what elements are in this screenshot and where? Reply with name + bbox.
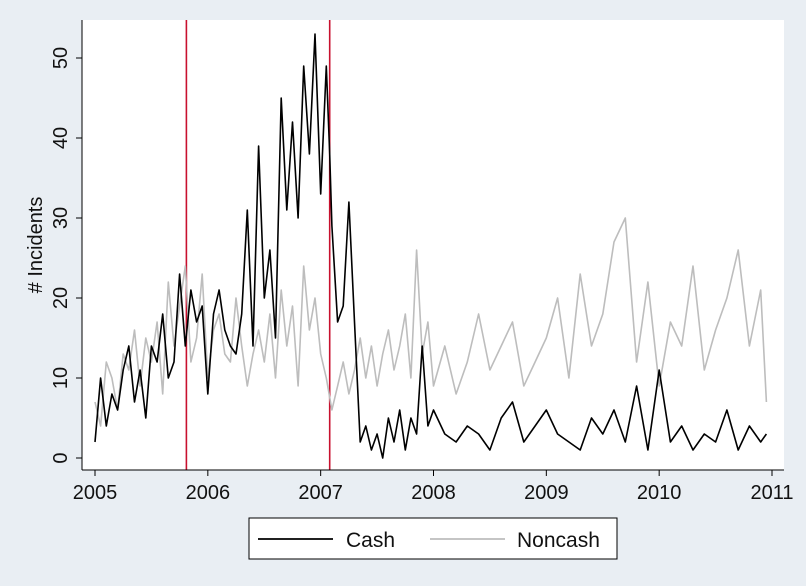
axes: 0 10 20 30 40 50 2005 2006 2007 2008 2009 2010 2011 <box>50 20 794 504</box>
x-tick-label: 2010 <box>637 482 682 504</box>
series-line-cash <box>94 33 768 459</box>
y-tick-label: 0 <box>50 452 72 463</box>
y-tick-label: 50 <box>50 47 72 69</box>
series-line-noncash <box>94 217 768 427</box>
x-tick-label: 2007 <box>298 482 343 504</box>
y-tick-label: 10 <box>50 367 72 389</box>
legend-label-noncash: Noncash <box>517 529 600 552</box>
x-tick-label: 2011 <box>750 482 793 504</box>
y-tick-label: 20 <box>50 287 72 309</box>
plot-area <box>82 20 784 470</box>
x-tick-label: 2008 <box>411 482 456 504</box>
x-tick-label: 2009 <box>524 482 569 504</box>
series-layer <box>94 33 768 459</box>
y-tick-label: 40 <box>50 127 72 149</box>
y-axis-title: # Incidents <box>25 197 47 294</box>
legend-label-cash: Cash <box>346 529 395 552</box>
x-tick-label: 2005 <box>73 482 118 504</box>
x-tick-label: 2006 <box>186 482 231 504</box>
y-tick-label: 30 <box>50 207 72 229</box>
legend: Cash Noncash <box>248 517 618 560</box>
